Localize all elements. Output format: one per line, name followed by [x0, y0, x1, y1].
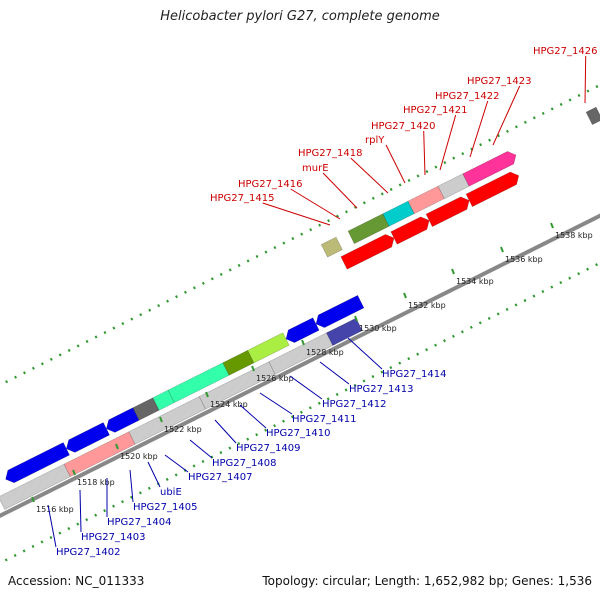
gene-label-fwd: HPG27_1421 [403, 105, 467, 116]
gene-label-rev: HPG27_1404 [107, 517, 171, 528]
gene-label-rev: HPG27_1407 [188, 472, 252, 483]
tick-label: 1516 kbp [36, 505, 74, 514]
gene-block-19 [425, 196, 470, 228]
leader-line [189, 439, 213, 459]
gene-label-fwd: HPG27_1422 [435, 91, 499, 102]
leader-line [439, 114, 457, 171]
gene-label-rev: HPG27_1410 [266, 428, 330, 439]
tick-mark [31, 496, 35, 503]
tick-mark [354, 315, 358, 322]
gene-block-18 [390, 216, 430, 245]
leader-line [347, 337, 383, 370]
accession-text: Accession: NC_011333 [8, 574, 145, 588]
tick-label: 1524 kbp [210, 400, 248, 409]
gene-block-5 [326, 317, 363, 346]
gene-label-fwd: HPG27_1415 [210, 193, 274, 204]
leader-line [322, 172, 358, 209]
tick-mark [301, 339, 305, 346]
gene-label-fwd: HPG27_1423 [467, 76, 531, 87]
gene-label-fwd: HPG27_1426 [533, 46, 597, 57]
gene-label-rev: HPG27_1408 [212, 458, 276, 469]
gene-label-fwd: rplY [365, 135, 385, 146]
gene-label-fwd: murE [302, 163, 329, 174]
gene-label-rev: HPG27_1403 [81, 532, 145, 543]
tick-label: 1520 kbp [120, 452, 158, 461]
tick-label: 1536 kbp [505, 255, 543, 264]
genome-info-text: Topology: circular; Length: 1,652,982 bp… [262, 574, 592, 588]
gene-label-rev: HPG27_1409 [236, 443, 300, 454]
tick-label: 1530 kbp [359, 324, 397, 333]
leader-line [129, 469, 134, 503]
gene-label-rev: HPG27_1414 [382, 369, 446, 380]
tick-mark [115, 443, 119, 450]
genome-backbone [0, 213, 600, 518]
leader-line [584, 55, 587, 104]
tick-label: 1522 kbp [164, 425, 202, 434]
leader-line [147, 461, 161, 488]
leader-line [385, 144, 406, 184]
leader-line [423, 130, 426, 176]
tick-label: 1518 kbp [77, 478, 115, 487]
leader-line [469, 100, 489, 158]
gene-label-fwd: HPG27_1416 [238, 179, 302, 190]
backbone-line [0, 213, 600, 518]
tick-label: 1526 kbp [256, 374, 294, 383]
gene-block-8 [106, 407, 140, 433]
tick-mark [550, 222, 554, 229]
gene-label-rev: HPG27_1412 [322, 399, 386, 410]
tick-label: 1532 kbp [408, 301, 446, 310]
gene-block-15 [315, 294, 365, 328]
label-leader-lines [47, 55, 587, 548]
gene-block-13 [247, 332, 290, 364]
leader-line [164, 454, 189, 473]
tick-label: 1534 kbp [456, 277, 494, 286]
tick-mark [159, 416, 163, 423]
gene-block-25 [462, 151, 517, 187]
gene-features [0, 106, 600, 510]
gene-block-17 [340, 234, 395, 270]
tick-mark [251, 365, 255, 372]
gene-label-rev: HPG27_1402 [56, 547, 120, 558]
leader-line [262, 202, 331, 226]
leader-line [47, 504, 57, 548]
gene-block-26 [585, 106, 600, 126]
tick-mark [403, 292, 407, 299]
leader-line [259, 392, 293, 415]
gene-label-rev: HPG27_1413 [349, 384, 413, 395]
leader-line [350, 157, 389, 194]
tick-mark [72, 469, 76, 476]
leader-line [289, 375, 323, 400]
tick-mark [500, 246, 504, 253]
tick-label: 1528 kbp [306, 348, 344, 357]
tick-label: 1538 kbp [555, 231, 593, 240]
leader-line [492, 85, 521, 146]
gene-label-rev: HPG27_1411 [292, 414, 356, 425]
kbp-ticks: 1516 kbp 1518 kbp 1520 kbp 1522 kbp 1524 kbp… [31, 222, 593, 514]
leader-line [79, 489, 82, 533]
gene-label-fwd: HPG27_1418 [298, 148, 362, 159]
leader-line [319, 361, 350, 385]
gene-label-rev: HPG27_1405 [133, 502, 197, 513]
gene-block-16 [320, 236, 343, 258]
gene-label-rev: ubiE [160, 487, 182, 498]
leader-line [214, 419, 237, 444]
gene-block-20 [465, 171, 520, 208]
map-title: Helicobacter pylori G27, complete genome [160, 9, 440, 24]
leader-line [239, 404, 267, 429]
gene-label-fwd: HPG27_1420 [371, 121, 435, 132]
tick-mark [451, 268, 455, 275]
tick-mark [205, 391, 209, 398]
leader-line [290, 188, 341, 220]
gene-block-4 [268, 331, 336, 375]
